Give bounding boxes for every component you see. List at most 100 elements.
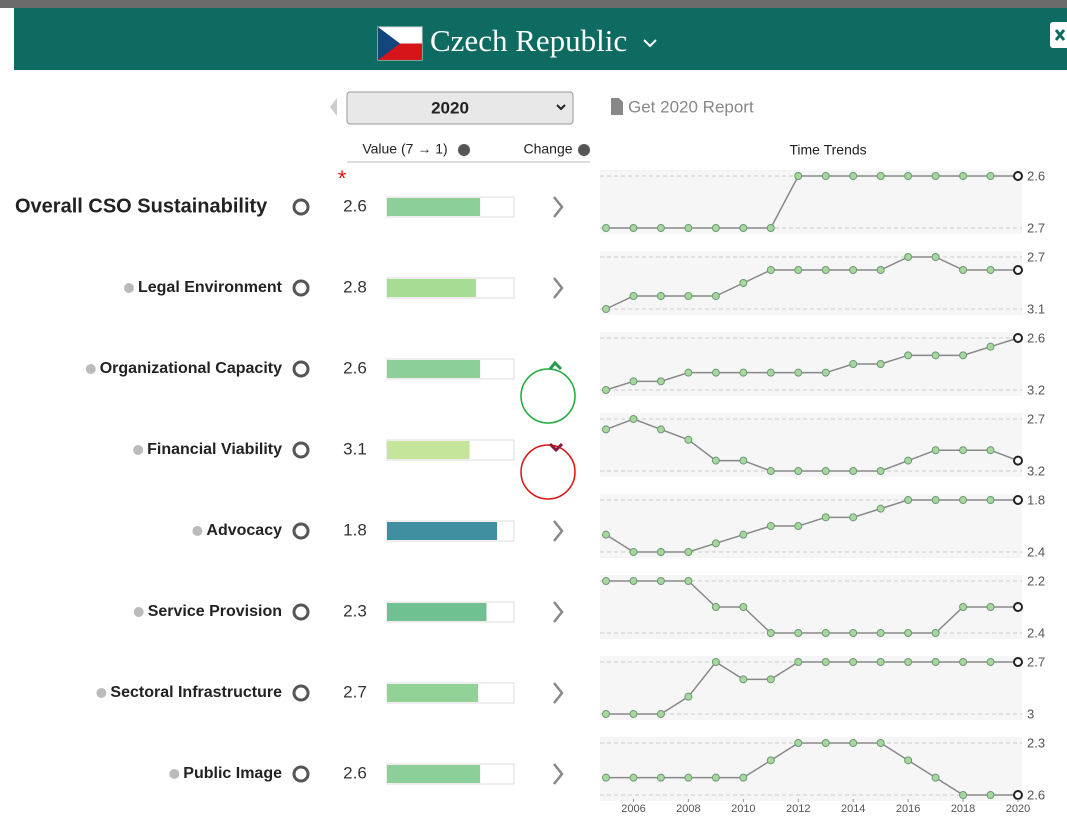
- trend-point: [629, 415, 638, 423]
- trend-point: [986, 791, 995, 799]
- x-tick-label: 2018: [951, 803, 975, 815]
- trend-point: [602, 224, 610, 232]
- trend-point: [711, 224, 720, 232]
- trend-point: [739, 773, 748, 782]
- trend-point: [794, 368, 803, 377]
- trend-point: [602, 577, 610, 585]
- trend-point: [684, 435, 693, 444]
- trend-point: [959, 446, 968, 455]
- trend-point: [986, 446, 995, 455]
- trend-point: [1013, 333, 1023, 343]
- trend-point: [711, 539, 720, 548]
- info-icon[interactable]: [133, 607, 144, 617]
- info-icon[interactable]: [169, 769, 180, 779]
- trend-band: [600, 737, 1022, 801]
- trend-point: [821, 629, 830, 637]
- trend-point: [876, 629, 885, 637]
- change-chevron[interactable]: [553, 763, 564, 785]
- trend-point: [876, 504, 885, 513]
- header-bar: [14, 8, 1067, 70]
- trend-point: [602, 710, 610, 718]
- trend-point: [794, 522, 803, 530]
- trend-point: [602, 386, 610, 394]
- trend-line: [605, 418, 1019, 472]
- trend-point: [766, 467, 775, 475]
- trend-point: [794, 629, 803, 637]
- trend-point: [739, 279, 748, 287]
- x-tick-label: 2020: [1006, 803, 1030, 815]
- trend-line: [606, 175, 1018, 229]
- trend-point: [876, 360, 885, 368]
- year-select[interactable]: [346, 91, 574, 125]
- trend-point: [794, 467, 803, 475]
- indicator-icon: [292, 603, 310, 621]
- trend-band: [600, 170, 1022, 234]
- trend-point: [711, 368, 720, 377]
- trend-point: [739, 530, 748, 539]
- trend-point: [794, 172, 803, 180]
- trend-point: [739, 368, 748, 377]
- trend-point: [959, 351, 968, 360]
- trend-point: [849, 513, 858, 522]
- indicator-value: 2.6: [343, 763, 367, 782]
- trend-point: [656, 224, 665, 232]
- change-chevron[interactable]: [553, 196, 564, 218]
- info-icon[interactable]: [133, 445, 144, 455]
- trend-point: [904, 253, 913, 261]
- indicator-value: 3.1: [343, 439, 367, 458]
- country-title[interactable]: Czech Republic: [430, 23, 627, 58]
- trend-point: [849, 360, 858, 368]
- trend-point: [1013, 790, 1023, 800]
- value-bar: [387, 279, 476, 297]
- trend-point: [931, 773, 940, 782]
- trend-range-label: 1.8: [1027, 492, 1045, 507]
- change-chevron[interactable]: [553, 520, 564, 542]
- trend-point: [849, 739, 858, 747]
- value-header: Value (7 → 1): [362, 141, 447, 157]
- info-icon[interactable]: [458, 144, 470, 156]
- trend-point: [986, 658, 995, 666]
- change-chevron[interactable]: [553, 277, 564, 299]
- trend-point: [904, 629, 913, 637]
- indicator-value: 2.8: [343, 277, 367, 296]
- x-tick-label: 2012: [786, 803, 810, 815]
- trend-point: [931, 446, 940, 455]
- indicator-label: Sectoral Infrastructure: [110, 684, 282, 701]
- info-icon[interactable]: [192, 526, 203, 536]
- close-icon: [1054, 29, 1066, 41]
- trend-point: [821, 172, 830, 180]
- info-icon[interactable]: [96, 688, 107, 698]
- trend-point: [876, 739, 885, 747]
- info-icon[interactable]: [85, 364, 96, 374]
- trend-point: [602, 773, 610, 782]
- trend-point: [684, 692, 693, 701]
- trend-range-label: 2.3: [1027, 735, 1045, 750]
- info-icon[interactable]: [123, 283, 134, 293]
- trend-point: [711, 456, 720, 465]
- trend-point: [656, 577, 665, 585]
- info-icon[interactable]: [578, 144, 590, 156]
- trend-line: [606, 742, 1018, 796]
- trend-point: [849, 629, 858, 637]
- indicator-label: Advocacy: [206, 522, 282, 539]
- trend-point: [711, 773, 720, 782]
- x-tick-label: 2006: [621, 803, 645, 815]
- trend-range-label: 2.7: [1027, 220, 1045, 235]
- trend-point: [766, 756, 775, 765]
- country-dropdown[interactable]: [643, 39, 657, 48]
- prev-year[interactable]: [330, 98, 337, 116]
- trend-point: [684, 577, 693, 585]
- trend-range-label: 2.2: [1027, 573, 1045, 588]
- year-select-value: 2020: [431, 98, 469, 117]
- trend-point: [986, 603, 995, 611]
- change-chevron[interactable]: [553, 601, 564, 623]
- report-link[interactable]: Get 2020 Report: [628, 97, 754, 116]
- indicator-icon: [292, 441, 310, 459]
- trend-point: [684, 224, 693, 232]
- trend-line: [606, 661, 1018, 715]
- change-chevron[interactable]: [553, 682, 564, 704]
- highlight-circle: [520, 368, 576, 424]
- value-bar: [387, 684, 479, 702]
- trend-band: [600, 332, 1022, 396]
- trend-point: [904, 658, 913, 666]
